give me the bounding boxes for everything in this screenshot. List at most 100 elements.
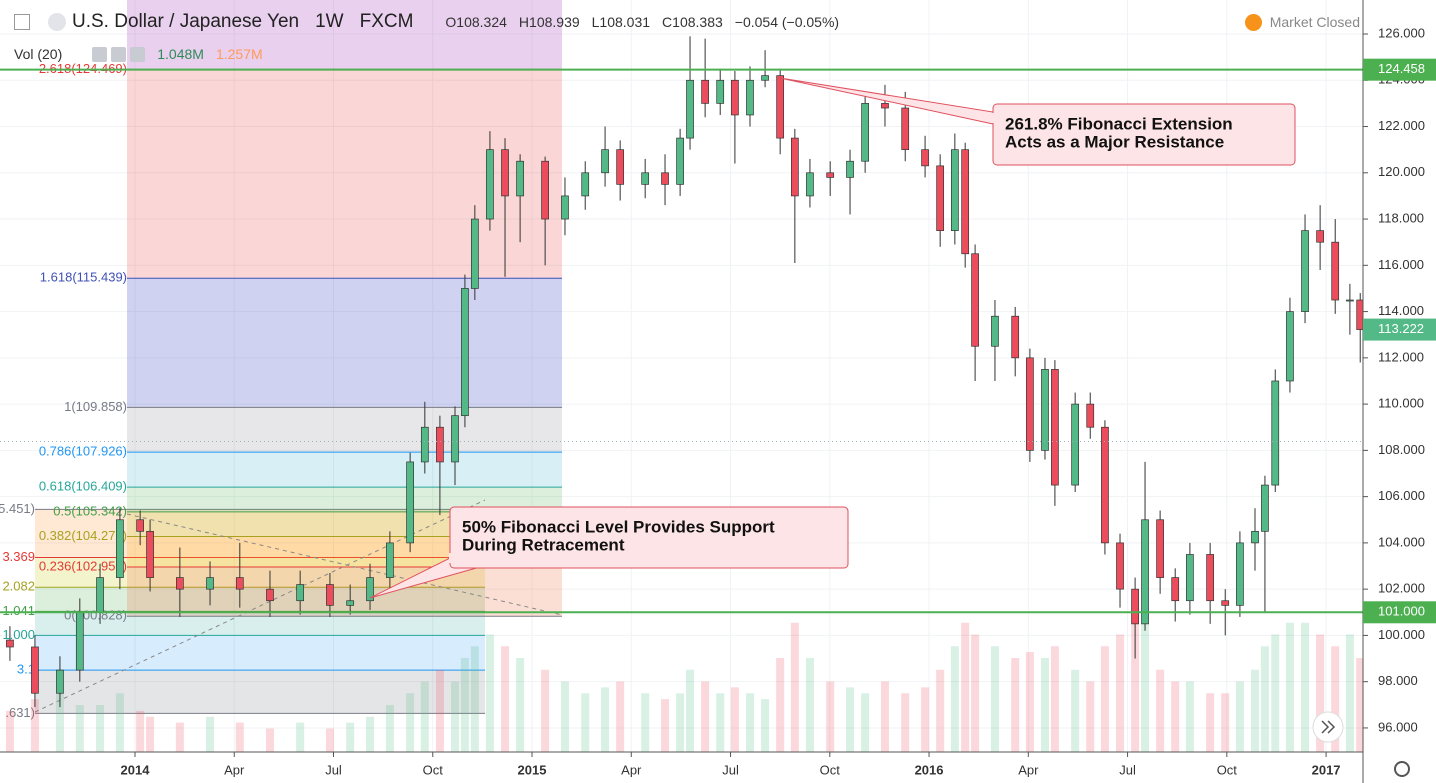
candle-body	[436, 426, 444, 463]
candle-body	[1141, 519, 1149, 625]
fib-trend	[34, 499, 486, 713]
eye-icon[interactable]	[92, 46, 108, 62]
candle-body	[1346, 299, 1354, 302]
y-tick-label: 102.000	[1378, 581, 1425, 596]
volume-bar	[790, 622, 799, 752]
x-tick-label: 2016	[915, 762, 944, 777]
candle-body	[861, 103, 869, 162]
fib-label: 0.786(107.926)	[39, 444, 127, 459]
candle-body	[406, 461, 414, 544]
candle-body	[676, 137, 684, 185]
source[interactable]: FXCM	[359, 11, 414, 32]
volume-bar	[601, 687, 610, 752]
symbol-logo	[48, 13, 66, 31]
settings-gear[interactable]	[1394, 761, 1410, 777]
candle-body	[1041, 369, 1049, 451]
candle-body	[1051, 369, 1059, 486]
candle-body	[806, 172, 814, 197]
fib-label: 0.382(104.277)	[39, 528, 127, 543]
candle-body	[1261, 484, 1269, 532]
candle-body	[31, 646, 39, 694]
candle-body	[420, 426, 429, 463]
volume-bar	[385, 705, 394, 752]
candle-body	[961, 149, 970, 255]
candle-body	[96, 577, 104, 613]
volume-bar	[296, 722, 305, 752]
volume-bar	[460, 658, 469, 752]
fib-band	[127, 566, 562, 617]
candle-body	[661, 172, 669, 185]
y-tick-label: 118.000	[1378, 210, 1424, 225]
candle-body	[1236, 542, 1244, 606]
fib-band	[127, 69, 562, 279]
y-tick-label: 108.000	[1378, 442, 1425, 457]
fib-label: 0(100.828)	[64, 608, 127, 623]
fib-band	[35, 587, 485, 612]
price-tag-label: 101.000	[1378, 604, 1425, 619]
volume-bar	[1331, 646, 1340, 752]
volume-bar	[826, 681, 835, 752]
candle-body	[1171, 577, 1180, 602]
candle-body	[1221, 600, 1230, 606]
header: U.S. Dollar / Japanese Yen 1W FXCM O108.…	[0, 0, 1360, 44]
candle-body	[991, 315, 999, 347]
x-tick-label: 2017	[1312, 762, 1341, 777]
candle-body	[616, 149, 625, 185]
candle-body	[1356, 299, 1363, 330]
settings-icon[interactable]	[111, 46, 127, 62]
fib-label: 1(109.858)	[64, 399, 127, 414]
candle-body	[881, 103, 889, 109]
fib-band	[127, 278, 562, 408]
candle-body	[601, 149, 609, 174]
candle-body	[501, 149, 509, 197]
callout-text: During Retracement	[462, 535, 625, 554]
candle-body	[716, 79, 725, 104]
candle-body	[1286, 311, 1294, 382]
alert-icon[interactable]	[1244, 13, 1262, 31]
collapse-icon[interactable]	[14, 14, 30, 30]
candle-body	[6, 639, 14, 648]
y-tick-label: 96.000	[1378, 719, 1418, 734]
ohlc-open: O108.324	[445, 14, 507, 30]
candle-body	[936, 165, 945, 231]
interval[interactable]: 1W	[315, 11, 344, 32]
callout-joint	[449, 553, 453, 563]
x-tick-label: Apr	[621, 762, 642, 777]
close-icon[interactable]	[130, 46, 146, 62]
volume-bar	[1040, 658, 1049, 752]
candle-body	[1026, 357, 1034, 451]
volume-bar	[846, 687, 855, 752]
volume-bar	[1025, 652, 1034, 752]
candle-body	[641, 172, 650, 185]
candle-body	[266, 588, 274, 602]
candle-body	[1271, 380, 1280, 486]
volume-bar	[560, 681, 569, 752]
volume-bar	[686, 669, 695, 752]
fib-trend	[126, 513, 563, 616]
candle-body	[846, 160, 854, 178]
symbol-title[interactable]: U.S. Dollar / Japanese Yen	[72, 11, 300, 32]
x-tick-label: Jul	[722, 762, 739, 777]
volume-bar	[1221, 693, 1230, 752]
volume-bar	[581, 693, 590, 752]
y-tick-label: 114.000	[1378, 303, 1424, 318]
volume-bar	[516, 658, 525, 752]
volume-bar	[366, 716, 375, 752]
callout-pointer	[779, 77, 994, 125]
candle-body	[776, 75, 785, 139]
x-tick-label: Apr	[224, 762, 245, 777]
volume-bar	[450, 681, 459, 752]
fib-band	[127, 452, 562, 488]
volume-bar	[435, 669, 444, 752]
fib-label: 3.369	[2, 549, 35, 564]
ohlc-low: L108.031	[591, 14, 651, 30]
candle-body	[1131, 588, 1139, 625]
y-tick-label: 98.000	[1378, 673, 1418, 688]
candle-body	[56, 669, 64, 694]
y-tick-label: 110.000	[1378, 396, 1424, 411]
callout-text: 261.8% Fibonacci Extension	[1005, 114, 1233, 133]
callout-box	[449, 506, 849, 569]
candle-body	[1186, 554, 1194, 602]
